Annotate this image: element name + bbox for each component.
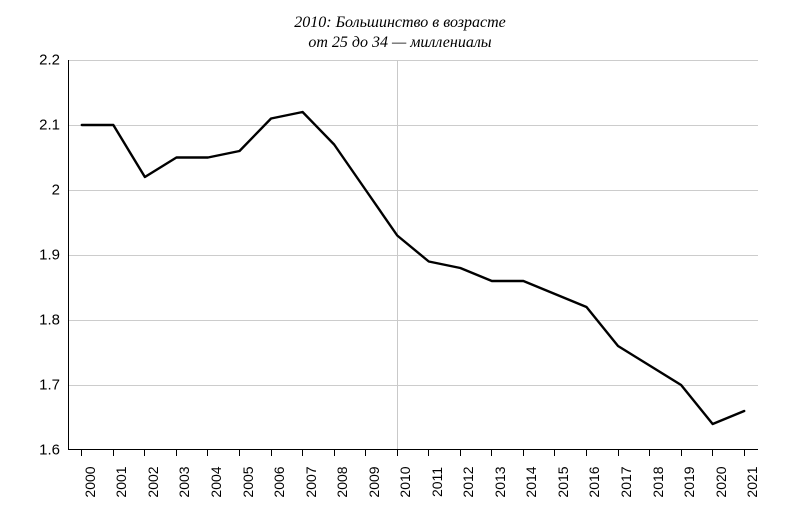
x-tick-label: 2010 [397, 466, 413, 497]
x-tick [81, 450, 82, 456]
x-tick [554, 450, 555, 456]
x-tick [618, 450, 619, 456]
y-tick-label: 2.1 [20, 117, 60, 134]
x-tick-label: 2018 [650, 466, 666, 497]
x-tick-label: 2005 [240, 466, 256, 497]
x-tick-label: 2007 [303, 466, 319, 497]
x-tick [334, 450, 335, 456]
x-tick-label: 2002 [145, 466, 161, 497]
y-tick-label: 2.2 [20, 52, 60, 69]
x-tick-label: 2004 [208, 466, 224, 497]
x-tick [207, 450, 208, 456]
x-tick-label: 2009 [366, 466, 382, 497]
x-tick [397, 450, 398, 456]
chart-title-line1: 2010: Большинство в возрасте [0, 14, 800, 32]
x-tick [144, 450, 145, 456]
x-tick [649, 450, 650, 456]
x-tick [460, 450, 461, 456]
x-tick-label: 2015 [555, 466, 571, 497]
x-tick [586, 450, 587, 456]
x-tick [271, 450, 272, 456]
line-series [68, 60, 758, 450]
x-tick-label: 2019 [681, 466, 697, 497]
y-tick-label: 2 [20, 182, 60, 199]
chart-title-line2: от 25 до 34 — миллениалы [0, 34, 800, 52]
x-tick [681, 450, 682, 456]
x-tick-label: 2020 [713, 466, 729, 497]
x-tick [113, 450, 114, 456]
x-tick-label: 2008 [334, 466, 350, 497]
y-tick-label: 1.7 [20, 377, 60, 394]
x-tick [523, 450, 524, 456]
x-tick [176, 450, 177, 456]
x-tick [712, 450, 713, 456]
x-tick-label: 2017 [618, 466, 634, 497]
x-tick [491, 450, 492, 456]
x-tick-label: 2006 [271, 466, 287, 497]
y-tick-label: 1.6 [20, 442, 60, 459]
x-tick [239, 450, 240, 456]
x-tick [365, 450, 366, 456]
y-tick-label: 1.9 [20, 247, 60, 264]
x-tick-label: 2000 [82, 466, 98, 497]
x-tick [428, 450, 429, 456]
x-tick-label: 2001 [113, 466, 129, 497]
x-tick-label: 2021 [744, 466, 760, 497]
x-tick-label: 2003 [176, 466, 192, 497]
chart-plot-area: 1.61.71.81.922.12.2200020012002200320042… [68, 60, 758, 450]
x-tick [302, 450, 303, 456]
x-tick [744, 450, 745, 456]
x-tick-label: 2013 [492, 466, 508, 497]
y-tick-label: 1.8 [20, 312, 60, 329]
x-tick-label: 2014 [523, 466, 539, 497]
x-tick-label: 2012 [460, 466, 476, 497]
x-tick-label: 2016 [586, 466, 602, 497]
x-tick-label: 2011 [429, 467, 445, 497]
